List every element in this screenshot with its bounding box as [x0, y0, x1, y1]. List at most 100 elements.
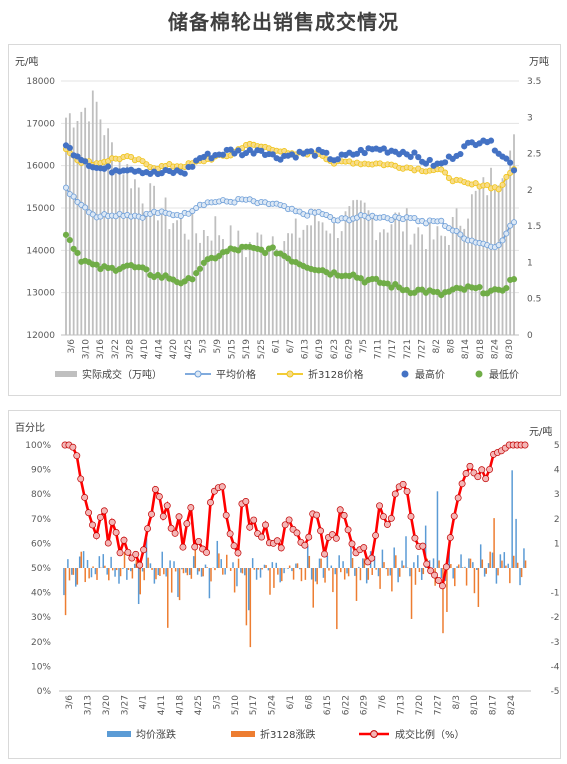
ratio-point: [226, 530, 234, 538]
x-tick-label: 5/3: [212, 695, 222, 709]
ratio-point: [383, 520, 391, 528]
z3128-change-bar: [119, 568, 122, 577]
y-right-tick-label: 200: [554, 515, 560, 525]
z3128-change-bar: [457, 564, 460, 568]
legend-z3128-marker: [286, 370, 294, 378]
ratio-point: [183, 520, 191, 528]
z3128-change-bar: [159, 568, 161, 576]
avg-change-bar: [350, 545, 352, 568]
volume-bar: [111, 142, 113, 335]
z3128-change-bar: [493, 518, 495, 568]
avg-change-bar: [314, 568, 317, 582]
z3128-change-bar: [143, 568, 145, 581]
ratio-point: [391, 490, 399, 498]
volume-bar: [137, 187, 140, 335]
avg-change-bar: [409, 568, 411, 577]
volume-bar: [283, 241, 286, 335]
ratio-point: [372, 531, 380, 539]
volume-bar: [363, 202, 366, 335]
ratio-point: [207, 498, 214, 506]
z3128-change-bar: [450, 564, 452, 568]
z3128-change-bar: [170, 568, 173, 593]
avg-change-bar: [177, 568, 179, 598]
legend-high-marker: [401, 370, 409, 378]
z3128-change-bar: [218, 553, 220, 568]
avg-change-bar: [460, 554, 462, 568]
ratio-point: [336, 506, 344, 514]
avg-change-bar: [275, 562, 278, 568]
x-tick-label: 5/3: [198, 339, 208, 353]
ratio-point: [246, 523, 254, 531]
volume-bar: [501, 178, 504, 335]
avg-change-bar: [185, 568, 187, 573]
z3128-change-bar: [516, 562, 519, 568]
avg-change-bar: [94, 568, 97, 575]
volume-bar: [256, 232, 259, 335]
avg-change-bar: [263, 564, 266, 568]
y-right-tick-label: -500: [551, 687, 560, 697]
y-right-tick-label: 3.5: [527, 77, 541, 87]
avg-price-point: [177, 212, 184, 219]
high-price-point: [457, 150, 464, 158]
volume-bar: [134, 179, 136, 335]
z3128-change-bar: [343, 568, 346, 580]
avg-price-point: [438, 217, 445, 224]
avg-change-bar: [118, 568, 120, 584]
avg-change-bar: [519, 568, 521, 586]
z3128-change-bar: [379, 568, 381, 589]
x-tick-label: 3/22: [111, 339, 121, 359]
low-price-point: [70, 245, 77, 252]
avg-change-bar: [468, 558, 470, 568]
ratio-point: [167, 524, 175, 532]
z3128-change-bar: [367, 568, 370, 580]
legend-avg-change-label: 均价涨跌: [136, 728, 176, 741]
volume-bar: [367, 210, 370, 335]
ratio-point: [195, 537, 203, 545]
z3128-change-bar: [481, 559, 484, 568]
avg-change-bar: [338, 555, 340, 568]
avg-change-bar: [189, 568, 191, 575]
z3128-change-bar: [465, 568, 468, 586]
avg-change-bar: [63, 568, 65, 596]
y-right-tick-label: 0.5: [527, 295, 541, 305]
volume-bar: [68, 113, 71, 335]
volume-bar: [478, 188, 481, 335]
ratio-point: [450, 512, 458, 520]
y-left-tick-label: 70%: [31, 515, 51, 525]
page-title: 储备棉轮出销售成交情况: [168, 10, 399, 34]
z3128-change-bar: [151, 568, 153, 570]
avg-change-bar: [208, 568, 211, 599]
avg-change-bar: [456, 566, 458, 568]
avg-change-bar: [149, 563, 152, 568]
volume-bar: [153, 185, 155, 335]
ratio-point: [380, 513, 387, 520]
volume-bar: [222, 239, 224, 335]
volume-bar: [126, 164, 129, 335]
ratio-point: [218, 483, 226, 491]
avg-change-bar: [499, 554, 502, 568]
ratio-point: [285, 516, 293, 524]
avg-change-bar: [196, 568, 199, 575]
z3128-change-bar: [469, 558, 472, 568]
ratio-point: [332, 534, 340, 542]
ratio-point: [446, 534, 454, 542]
ratio-point: [376, 502, 383, 510]
z3128-change-bar: [461, 567, 464, 568]
y-right-tick-label: 0: [527, 331, 533, 341]
high-price-point: [487, 137, 495, 144]
ratio-point: [179, 543, 187, 551]
avg-price-point: [510, 219, 517, 226]
avg-change-bar: [122, 568, 124, 569]
z3128-price-point: [438, 166, 445, 173]
volume-bar: [298, 237, 301, 335]
ratio-point: [108, 518, 116, 526]
avg-change-bar: [126, 568, 128, 580]
volume-bar: [482, 177, 485, 335]
volume-bar: [245, 257, 247, 335]
y-left-tick-label: 10%: [31, 662, 51, 672]
ratio-point: [474, 473, 482, 481]
volume-bar: [118, 159, 121, 335]
ratio-point: [100, 507, 108, 515]
ratio-point: [466, 462, 474, 470]
z3128-change-bar: [304, 568, 307, 580]
